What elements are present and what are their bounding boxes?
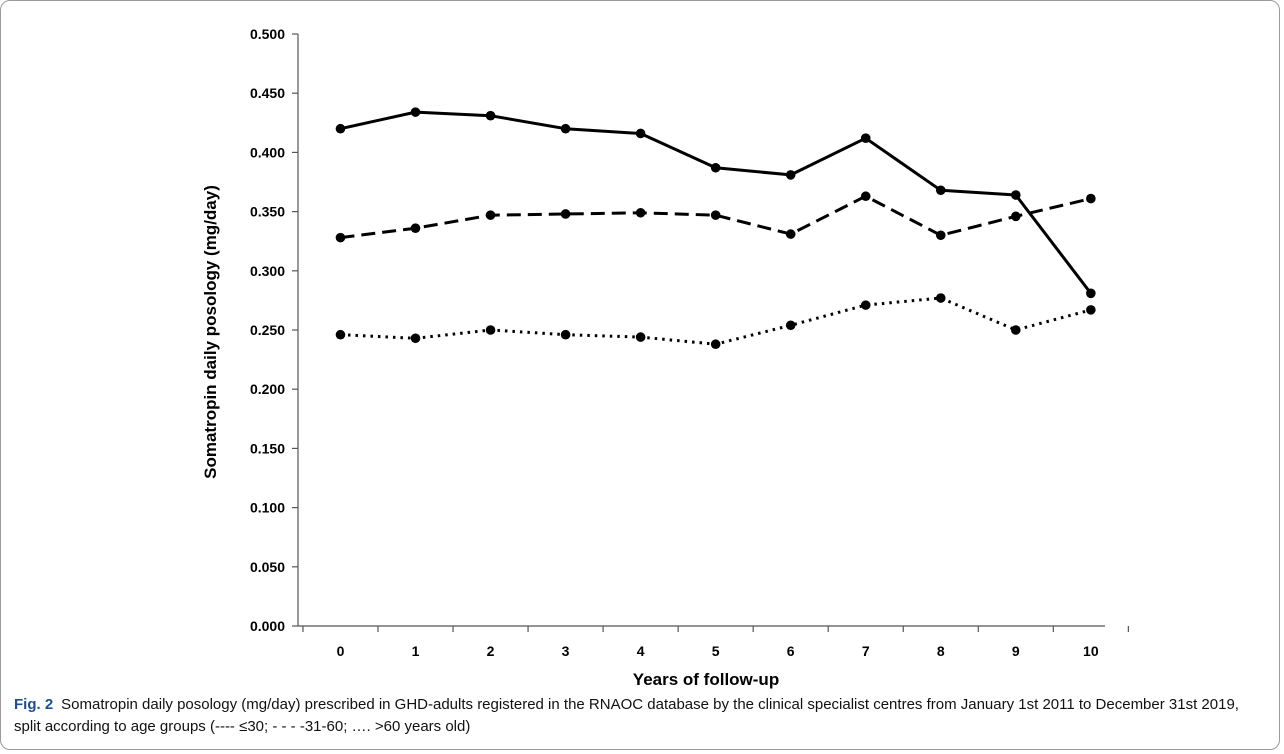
data-point-dotted — [335, 329, 346, 340]
data-point-dashed — [335, 232, 346, 243]
data-point-dashed — [710, 210, 721, 220]
data-point-solid — [710, 162, 721, 173]
data-point-solid — [935, 185, 946, 196]
data-point-solid — [635, 128, 646, 139]
x-tick-label: 7 — [862, 643, 870, 659]
data-point-solid — [335, 123, 346, 134]
data-point-dotted — [1086, 305, 1096, 315]
y-tick-label: 0.500 — [250, 26, 285, 42]
data-point-dashed — [485, 210, 496, 220]
data-point-dotted — [935, 293, 946, 303]
y-tick-label: 0.200 — [250, 381, 285, 397]
data-point-dotted — [785, 320, 796, 331]
y-tick-label: 0.100 — [250, 500, 285, 516]
x-tick-label: 2 — [487, 643, 495, 659]
y-axis-label: Somatropin daily posology (mg/day) — [201, 185, 220, 479]
data-point-dashed — [1086, 193, 1096, 204]
x-tick-label: 0 — [337, 643, 345, 659]
data-point-dotted — [560, 329, 571, 340]
data-point-solid — [485, 110, 496, 121]
x-tick-label: 4 — [637, 643, 645, 659]
series-line-dotted — [340, 296, 1092, 346]
caption-text: Somatropin daily posology (mg/day) presc… — [14, 696, 1239, 735]
data-point-dotted — [1011, 325, 1021, 335]
chart-series — [335, 107, 1096, 350]
x-tick-label: 10 — [1083, 643, 1099, 659]
chart-axes: 0.000 0.050 0.100 0.150 0.200 0.250 0.300 0.350… — [250, 26, 1129, 659]
x-tick-label: 6 — [787, 643, 795, 659]
x-tick-label: 5 — [712, 643, 720, 659]
data-point-dashed — [635, 207, 646, 218]
data-point-dashed — [1011, 211, 1021, 222]
data-point-solid — [860, 133, 871, 143]
y-tick-label: 0.250 — [250, 322, 285, 338]
figure-caption: Fig. 2 Somatropin daily posology (mg/day)… — [14, 694, 1264, 738]
x-tick-label: 3 — [562, 643, 570, 659]
data-point-solid — [410, 107, 421, 117]
y-tick-label: 0.050 — [250, 559, 285, 575]
data-point-solid — [785, 170, 796, 180]
data-point-dashed — [860, 191, 871, 202]
data-point-dashed — [560, 209, 571, 219]
y-tick-label: 0.350 — [250, 204, 285, 220]
data-point-dotted — [410, 333, 421, 344]
x-tick-label: 9 — [1012, 643, 1020, 659]
y-tick-label: 0.150 — [250, 440, 285, 456]
line-chart: 0.000 0.050 0.100 0.150 0.200 0.250 0.300 0.350… — [201, 26, 1129, 689]
data-point-solid — [1086, 288, 1096, 299]
data-point-dotted — [860, 300, 871, 310]
data-point-solid — [1011, 190, 1021, 200]
figure-label: Fig. 2 — [14, 696, 54, 713]
y-tick-label: 0.450 — [250, 85, 285, 101]
data-point-dashed — [410, 223, 421, 233]
data-point-dashed — [785, 229, 796, 239]
x-tick-label: 1 — [412, 643, 420, 659]
y-tick-label: 0.000 — [250, 618, 285, 634]
data-point-dashed — [935, 230, 946, 241]
y-tick-label: 0.400 — [250, 144, 285, 160]
data-point-dotted — [710, 339, 721, 350]
series-line-solid — [340, 110, 1092, 295]
series-line-dashed — [340, 194, 1092, 240]
x-tick-label: 8 — [937, 643, 945, 659]
data-point-dotted — [485, 325, 496, 335]
data-point-solid — [560, 123, 571, 134]
data-point-dotted — [635, 332, 646, 342]
x-axis-label: Years of follow-up — [633, 670, 779, 689]
y-tick-label: 0.300 — [250, 263, 285, 279]
